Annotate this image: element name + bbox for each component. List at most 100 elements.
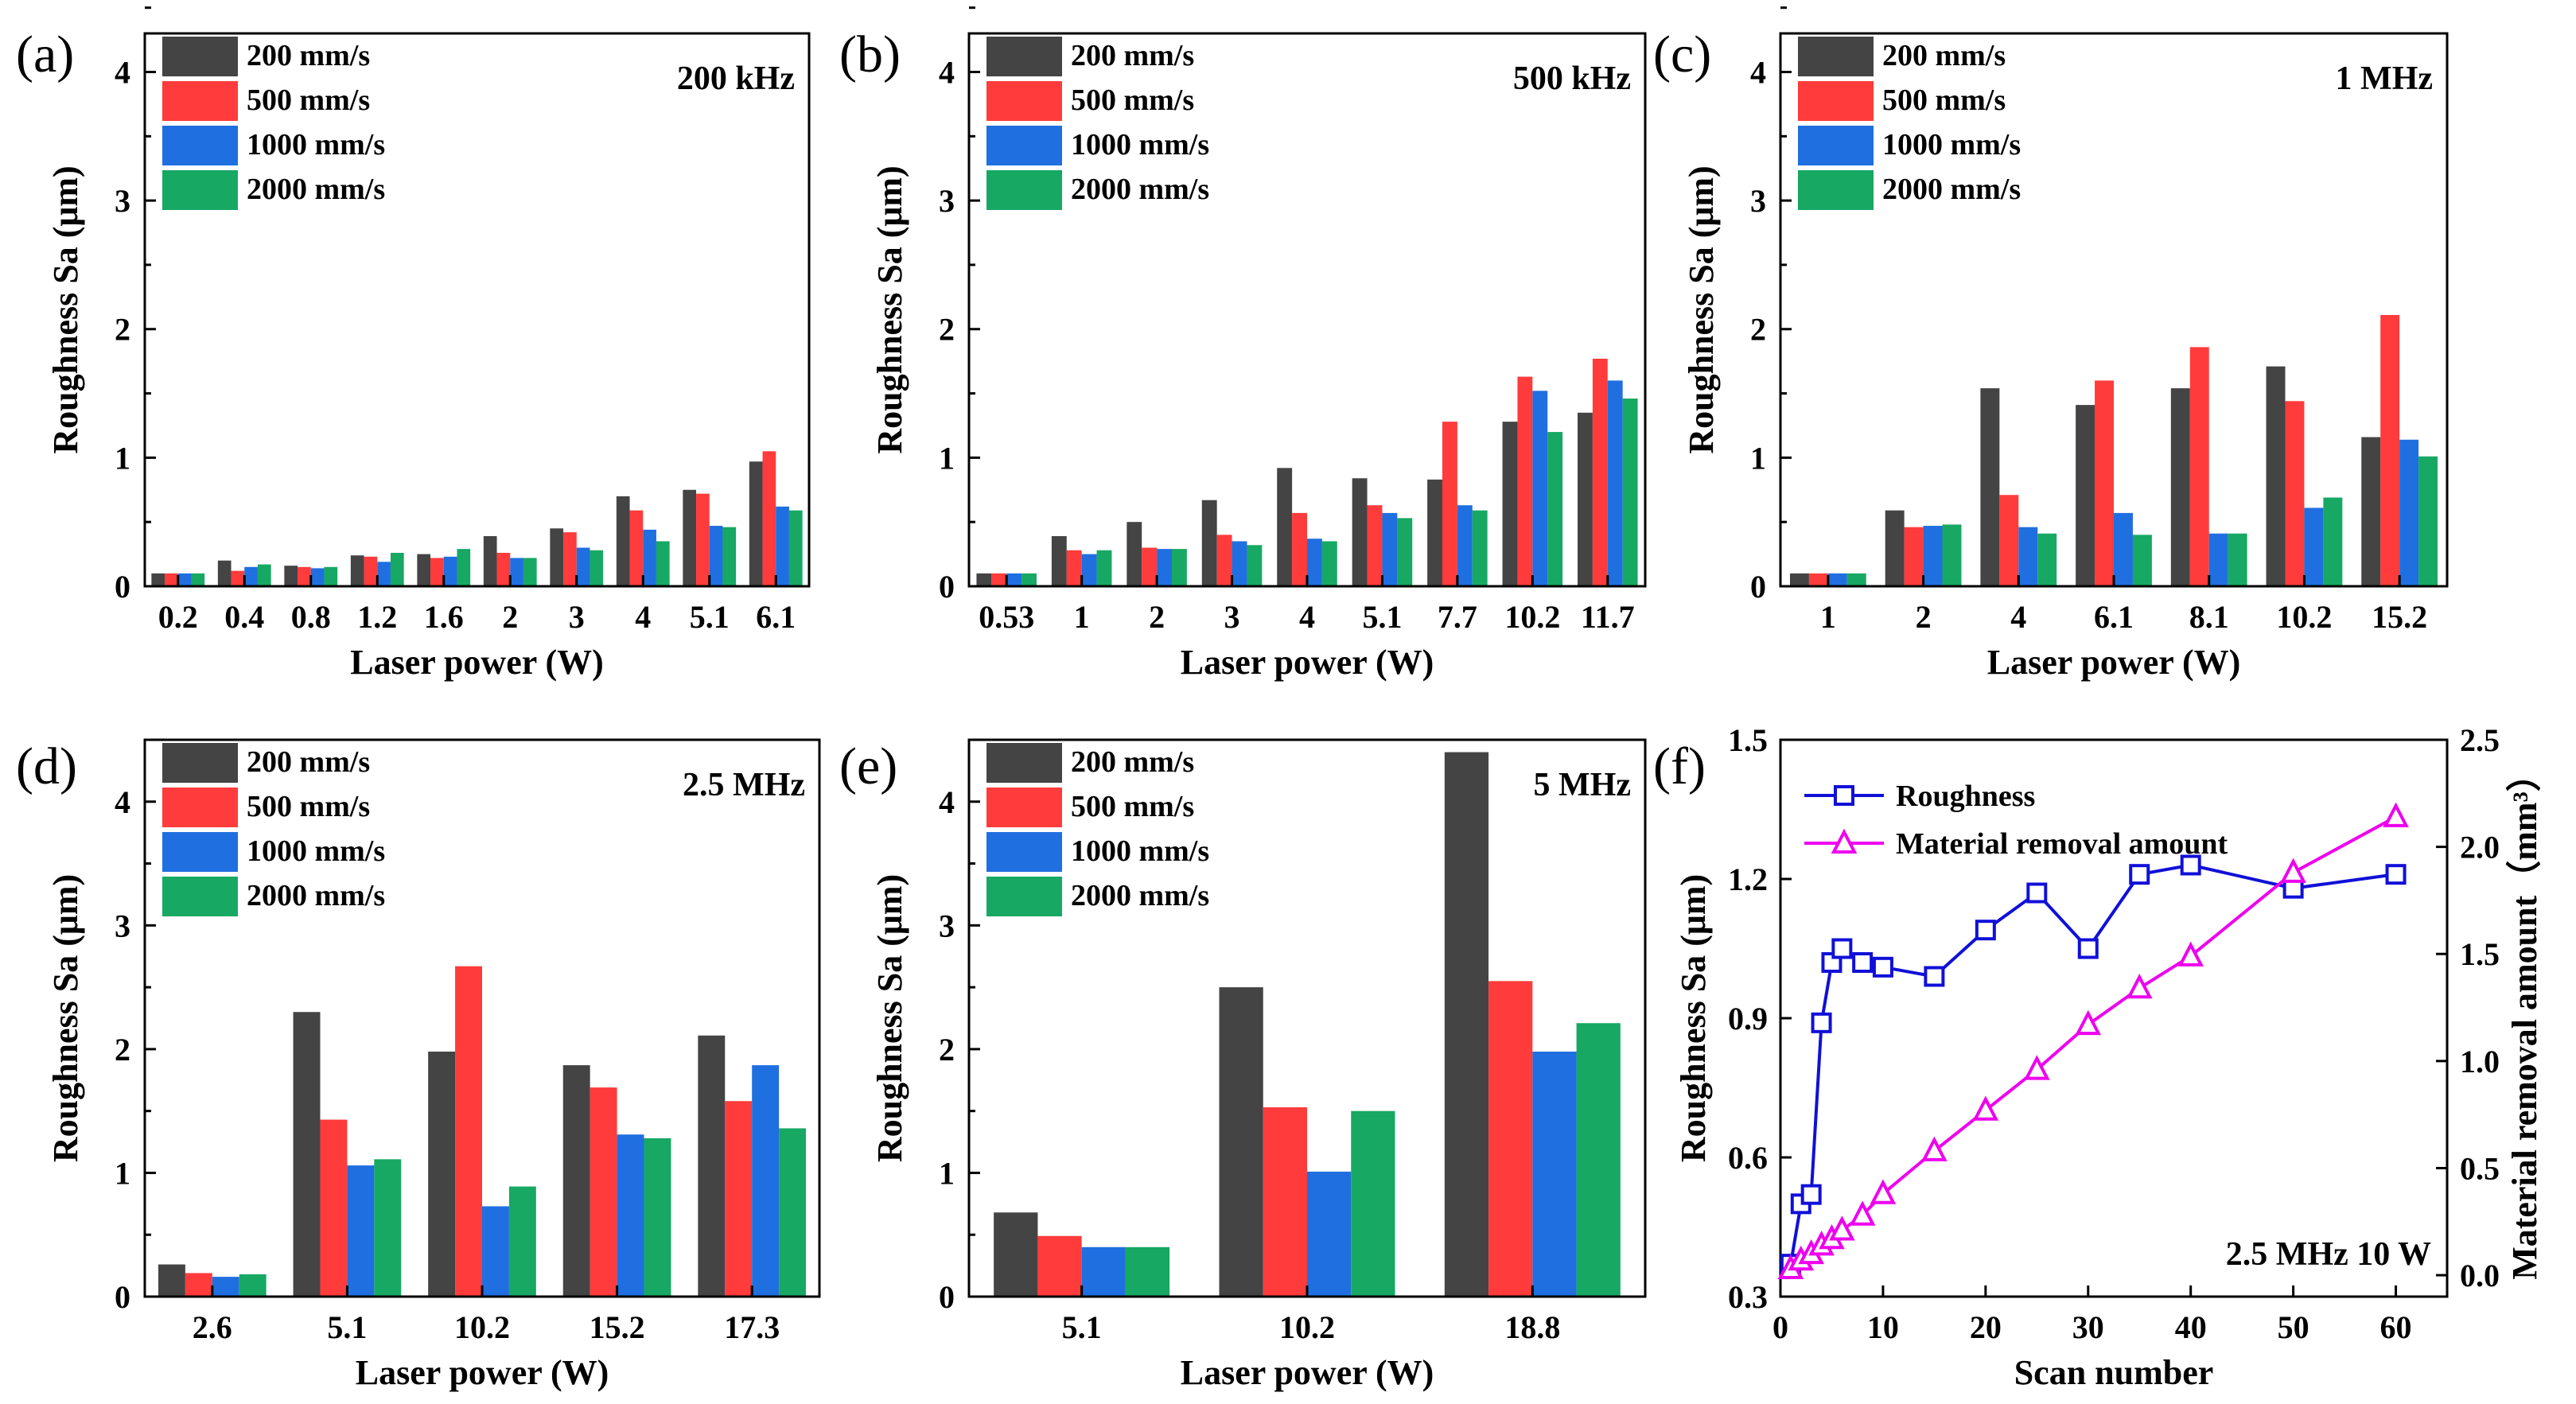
removal-point — [2126, 973, 2153, 999]
x-tick-label: 60 — [2380, 1309, 2412, 1345]
bar-200-10.2 — [1219, 987, 1263, 1297]
legend-label: 2000 mm/s — [247, 879, 385, 912]
legend-label: 500 mm/s — [1071, 790, 1194, 823]
bar-500-10.2 — [455, 966, 482, 1297]
y-tick-label: 1 — [115, 1155, 130, 1191]
bar-2000-0.53 — [1021, 573, 1037, 586]
removal-point — [1972, 1095, 1999, 1121]
bar-500-5.1 — [696, 493, 710, 586]
bar-1000-10.2 — [1532, 391, 1548, 586]
roughness-point — [1975, 920, 1996, 941]
y-tick-label: 4 — [939, 784, 955, 820]
bar-1000-5.1 — [347, 1165, 375, 1297]
removal-point — [2075, 1009, 2102, 1036]
bar-2000-5.1 — [1125, 1246, 1170, 1297]
y-axis-title: Roughness Sa (μm) — [46, 874, 85, 1162]
bar-2000-2 — [1172, 549, 1187, 586]
x-tick-label: 10.2 — [454, 1309, 510, 1345]
bar-1000-1.6 — [443, 556, 457, 586]
x-tick-label: 2 — [502, 599, 518, 635]
x-tick-label: 3 — [569, 599, 585, 635]
legend-swatch-2000 — [162, 877, 238, 916]
roughness-point — [2129, 864, 2150, 885]
bar-2000-10.2 — [508, 1186, 536, 1297]
bar-200-7.7 — [1427, 479, 1442, 586]
legend-label: 500 mm/s — [1071, 84, 1194, 117]
legend-swatch-2000 — [1798, 170, 1874, 210]
bar-200-0.8 — [284, 566, 298, 586]
x-tick-label: 2 — [1916, 599, 1932, 635]
bar-2000-2 — [523, 558, 537, 586]
x-tick-label: 3 — [1224, 599, 1240, 635]
y-tick-label: 3 — [115, 908, 130, 943]
bar-2000-6.1 — [788, 510, 803, 586]
bar-1000-10.2 — [1307, 1171, 1352, 1297]
legend-swatch-500 — [1798, 81, 1874, 121]
y-tick-label: 0 — [115, 569, 130, 605]
bar-2000-17.3 — [779, 1128, 807, 1297]
y2-axis-title: Material removal amount（mm³） — [2505, 756, 2544, 1280]
x-tick-label: 4 — [2010, 599, 2026, 635]
removal-point — [1870, 1179, 1897, 1204]
bar-2000-10.2 — [1351, 1110, 1395, 1297]
x-tick-label: 10.2 — [1279, 1309, 1335, 1345]
bar-1000-2 — [1923, 526, 1943, 586]
bar-1000-5.1 — [1382, 512, 1398, 586]
bar-500-4 — [1999, 495, 2019, 586]
bar-1000-2 — [510, 558, 523, 586]
bar-500-5.1 — [320, 1119, 348, 1297]
bar-1000-0.4 — [244, 566, 258, 586]
legend-label: 200 mm/s — [1071, 39, 1194, 72]
bar-1000-2 — [1157, 549, 1172, 586]
y-axis-title: Roughness Sa (μm) — [1682, 165, 1721, 453]
x-tick-label: 4 — [635, 599, 651, 635]
bar-1000-1 — [1081, 554, 1097, 586]
legend-label: Roughness — [1896, 780, 2035, 813]
x-tick-label: 1 — [1074, 599, 1090, 635]
bar-500-10.2 — [1263, 1107, 1307, 1297]
legend-swatch-200 — [162, 37, 238, 76]
legend-swatch-500 — [162, 81, 238, 121]
legend-label: 2000 mm/s — [1071, 879, 1209, 912]
bar-1000-15.2 — [2399, 439, 2419, 586]
x-tick-label: 20 — [1970, 1309, 2002, 1345]
x-tick-label: 40 — [2175, 1309, 2207, 1345]
y-tick-label: 0.9 — [1728, 1001, 1768, 1036]
bar-1000-4 — [2018, 527, 2038, 586]
x-tick-label: 50 — [2278, 1309, 2309, 1345]
bar-200-3 — [1201, 500, 1217, 586]
bar-200-15.2 — [2361, 437, 2381, 586]
bar-2000-3 — [590, 550, 604, 586]
bar-200-1 — [1789, 573, 1809, 586]
y-tick-label: 3 — [939, 908, 955, 943]
x-tick-label: 4 — [1299, 599, 1315, 635]
y-axis-title: Roughness Sa (μm) — [46, 165, 85, 453]
legend: 200 mm/s 500 mm/s 1000 mm/s 2000 mm/s — [1798, 37, 2021, 210]
bar-1000-0.2 — [177, 573, 192, 586]
bar-500-5.1 — [1367, 505, 1383, 586]
panel-f: 0.3 0.6 0.9 1.2 1.5 0.0 0.5 1.0 1.5 2.0 2.5 0 10 20 30… — [1653, 722, 2544, 1392]
bar-1000-5.1 — [709, 526, 723, 586]
bar-1000-5.1 — [1081, 1246, 1126, 1297]
bar-200-2 — [483, 535, 497, 586]
legend-label: 2000 mm/s — [1882, 173, 2021, 206]
legend-swatch-2000 — [986, 877, 1062, 916]
y-tick-label: 1.2 — [1728, 861, 1768, 897]
bar-2000-4 — [656, 541, 670, 586]
legend-label: 200 mm/s — [1071, 745, 1194, 779]
bar-1000-15.2 — [617, 1134, 644, 1297]
bar-200-1 — [1051, 535, 1067, 586]
bar-2000-10.2 — [2323, 497, 2343, 586]
bar-1000-1 — [1827, 573, 1847, 586]
bar-1000-3 — [576, 547, 590, 586]
x-tick-label: 11.7 — [1581, 599, 1635, 635]
bar-2000-2.6 — [239, 1274, 267, 1297]
bar-1000-1.2 — [377, 562, 391, 586]
bar-200-5.1 — [293, 1012, 321, 1297]
bar-2000-1 — [1846, 573, 1866, 586]
legend-swatch-500 — [162, 788, 238, 827]
bar-500-2 — [1142, 547, 1158, 586]
x-tick-label: 5.1 — [327, 1309, 367, 1345]
y-axis-title: Roughness Sa (μm) — [870, 165, 909, 453]
x-tick-label: 0.8 — [291, 599, 331, 635]
